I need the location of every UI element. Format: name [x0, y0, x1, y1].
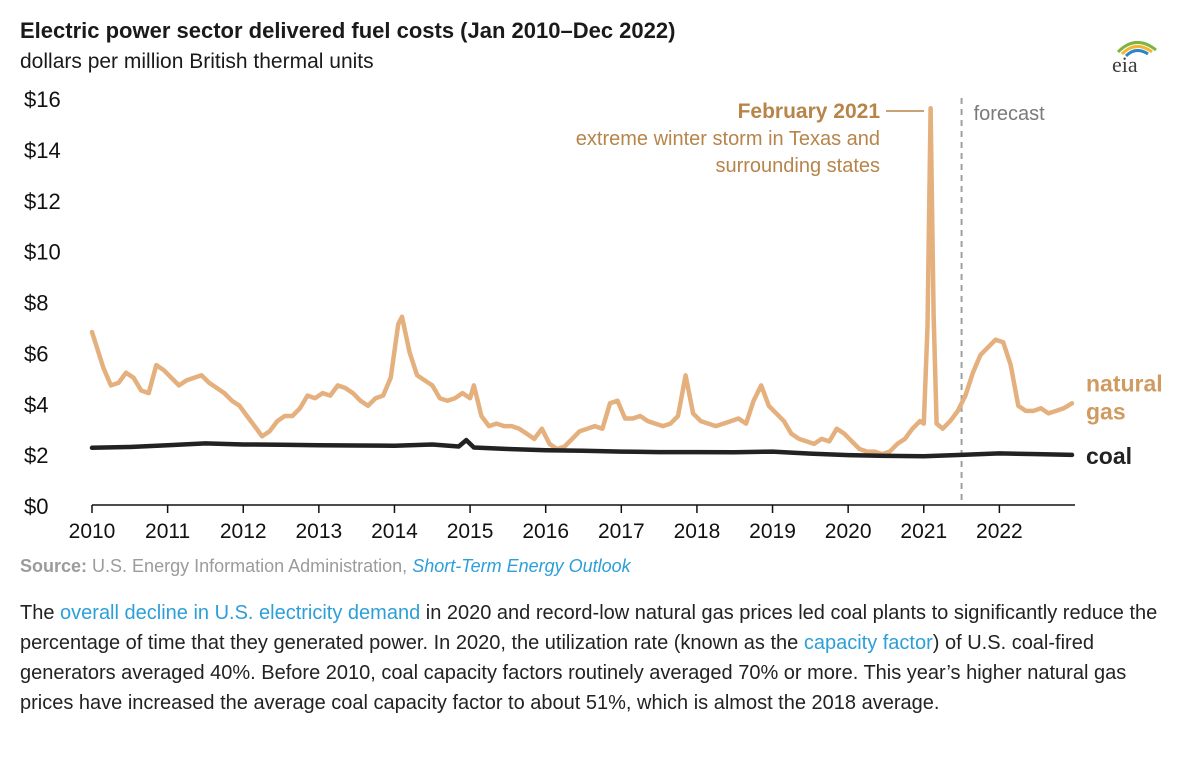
x-tick-label: 2013	[295, 520, 342, 543]
eia-logo-icon	[1116, 41, 1157, 58]
natural-gas-series-label: natural	[1086, 370, 1163, 396]
y-tick-label: $10	[24, 240, 61, 265]
natural-gas-series-label: gas	[1086, 398, 1126, 424]
x-tick-label: 2021	[900, 520, 947, 543]
chart-subtitle: dollars per million British thermal unit…	[20, 50, 374, 73]
natural-gas-line	[89, 105, 1075, 457]
chart-title: Electric power sector delivered fuel cos…	[20, 18, 676, 43]
source-report-link[interactable]: Short-Term Energy Outlook	[412, 556, 631, 576]
x-tick-label: 2015	[447, 520, 494, 543]
x-tick-label: 2011	[145, 520, 190, 543]
x-tick-label: 2014	[371, 520, 418, 543]
annotation-title: February 2021	[738, 100, 881, 123]
forecast-label: forecast	[974, 103, 1046, 125]
x-tick-label: 2010	[69, 520, 116, 543]
description-paragraph: The overall decline in U.S. electricity …	[20, 598, 1180, 718]
y-tick-label: $0	[24, 494, 48, 519]
x-tick-label: 2018	[674, 520, 721, 543]
source-agency: U.S. Energy Information Administration,	[92, 556, 408, 576]
y-tick-label: $12	[24, 189, 61, 214]
paragraph-text-1: The	[20, 602, 61, 624]
paragraph-text-3: ) of U.S. coal-fired generators averaged…	[20, 632, 1127, 714]
y-tick-label: $2	[24, 443, 48, 468]
x-tick-label: 2012	[220, 520, 267, 543]
paragraph-text-2: in 2020 and record-low natural gas price…	[20, 602, 1158, 654]
y-tick-label: $6	[24, 341, 48, 366]
x-tick-label: 2019	[749, 520, 796, 543]
x-tick-label: 2017	[598, 520, 645, 543]
y-tick-label: $14	[24, 138, 61, 163]
y-tick-label: $4	[24, 392, 48, 417]
coal-series-label: coal	[1086, 443, 1132, 469]
capacity-factor-link[interactable]: capacity factor	[803, 632, 933, 654]
annotation-line-1: extreme winter storm in Texas and	[576, 128, 880, 150]
x-tick-label: 2020	[825, 520, 872, 543]
electricity-demand-link[interactable]: overall decline in U.S. electricity dema…	[60, 602, 421, 624]
x-tick-label: 2022	[976, 520, 1023, 543]
source-label: Source:	[20, 556, 88, 576]
source-line: Source: U.S. Energy Information Administ…	[20, 556, 631, 577]
coal-line	[89, 437, 1075, 459]
fuel-cost-chart: $0 $2 $4 $6 $8 $10 $12 $14 $16 2010 2011 2012 2013 20…	[24, 87, 1163, 543]
annotation-line-2: surrounding states	[715, 155, 880, 177]
eia-logo-text: eia	[1112, 52, 1138, 77]
x-tick-label: 2016	[522, 520, 569, 543]
y-tick-label: $16	[24, 87, 61, 112]
y-tick-label: $8	[24, 291, 48, 316]
